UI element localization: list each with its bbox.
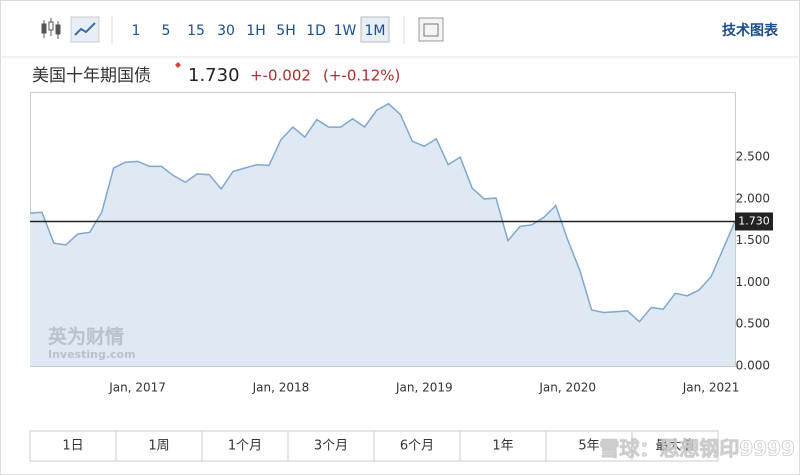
x-tick-label: Jan, 2017 (108, 381, 166, 395)
range-button[interactable]: 1年 (492, 439, 513, 454)
technical-chart-link[interactable]: 技术图表 (722, 22, 779, 39)
range-button[interactable]: 5年 (578, 439, 599, 454)
range-button-box[interactable] (115, 430, 203, 462)
range-button-box[interactable] (201, 430, 289, 462)
price: 1.730 (188, 65, 240, 86)
watermark-en: Investing.com (48, 348, 136, 361)
interval-button[interactable]: 1M (365, 23, 386, 39)
interval-button[interactable]: 15 (187, 23, 205, 39)
interval-button[interactable]: 5H (276, 23, 295, 39)
range-button-box[interactable] (545, 430, 633, 462)
x-tick-label: Jan, 2019 (395, 381, 453, 395)
range-button[interactable]: 3个月 (314, 439, 348, 454)
interval-button[interactable]: 1D (306, 23, 326, 39)
settings-icon[interactable] (418, 17, 444, 42)
interval-button[interactable]: 1W (334, 23, 357, 39)
y-tick-label: 1.000 (736, 275, 770, 289)
y-tick-label: 0.000 (736, 359, 770, 373)
range-button[interactable]: 1日 (62, 439, 83, 454)
y-tick-label: 0.500 (736, 317, 770, 331)
area-line (29, 102, 736, 323)
settings-icon-glyph (423, 23, 439, 37)
interval-button[interactable]: 1 (132, 23, 141, 39)
interval-button[interactable]: 1H (246, 23, 265, 39)
selected-interval (360, 16, 390, 43)
change-percent: (+-0.12%) (323, 67, 400, 85)
interval-button[interactable]: 5 (162, 23, 171, 39)
candle-icon[interactable] (41, 18, 61, 39)
y-tick-label: 1.500 (736, 233, 770, 247)
change: +-0.002 (250, 67, 311, 85)
range-button[interactable]: 最大值 (655, 438, 694, 454)
range-button-box[interactable] (459, 430, 547, 462)
y-tick-label: 2.500 (736, 150, 770, 164)
watermark-cn: 英为财情 (48, 325, 124, 348)
x-tick-label: Jan, 2018 (252, 381, 310, 395)
diamond-icon (175, 62, 181, 68)
line-icon[interactable] (70, 16, 100, 43)
range-button[interactable]: 1周 (148, 439, 169, 454)
watermark-xueqiu: 雪球：思想钢印9999 (599, 437, 795, 461)
interval-button[interactable]: 30 (217, 23, 235, 39)
range-button[interactable]: 6个月 (400, 439, 434, 454)
x-tick-label: Jan, 2020 (538, 381, 596, 395)
range-button-box[interactable] (373, 430, 461, 462)
y-tick-label: 2.000 (736, 191, 770, 205)
line-icon-glyph (74, 22, 96, 36)
reference-label-box (735, 212, 773, 231)
range-button-box[interactable] (29, 430, 117, 462)
instrument-name: 美国十年期国债 (32, 66, 151, 86)
reference-label: 1.730 (738, 214, 770, 227)
area-fill (30, 103, 735, 366)
x-tick-label: Jan, 2021 (682, 381, 740, 395)
range-button[interactable]: 1个月 (228, 439, 262, 454)
range-button-box[interactable] (631, 430, 719, 462)
